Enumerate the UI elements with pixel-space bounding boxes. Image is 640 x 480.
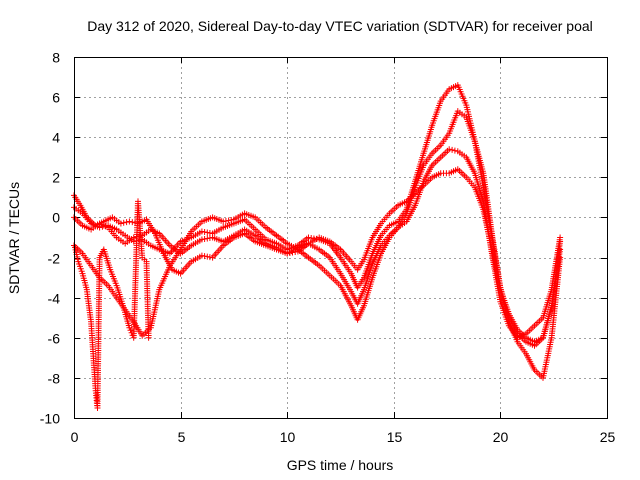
x-axis-label: GPS time / hours bbox=[287, 457, 394, 473]
x-tick-label: 0 bbox=[71, 429, 79, 445]
y-tick-label: 6 bbox=[52, 90, 60, 106]
x-tick-label: 15 bbox=[387, 429, 403, 445]
x-tick-label: 25 bbox=[600, 429, 616, 445]
y-tick-label: 0 bbox=[52, 210, 60, 226]
y-axis-label: SDTVAR / TECUs bbox=[6, 182, 22, 294]
series-track-e bbox=[72, 198, 152, 411]
y-tick-label: -6 bbox=[48, 331, 61, 347]
plot-frame bbox=[74, 57, 608, 419]
x-tick-label: 5 bbox=[178, 429, 186, 445]
data-marks bbox=[71, 82, 564, 411]
chart-title: Day 312 of 2020, Sidereal Day-to-day VTE… bbox=[87, 18, 593, 34]
x-tick-label: 10 bbox=[280, 429, 296, 445]
y-tick-label: 2 bbox=[52, 170, 60, 186]
y-tick-label: 8 bbox=[52, 50, 60, 66]
y-tick-label: -4 bbox=[48, 291, 61, 307]
y-tick-label: -10 bbox=[40, 411, 60, 427]
y-tick-label: 4 bbox=[52, 130, 60, 146]
tick-labels: 0 5 10 15 20 25 -10 -8 -6 -4 -2 0 2 4 6 8 bbox=[40, 50, 616, 446]
y-tick-label: -2 bbox=[48, 251, 61, 267]
y-tick-label: -8 bbox=[48, 371, 61, 387]
data-point-markers bbox=[72, 198, 152, 411]
x-tick-label: 20 bbox=[493, 429, 509, 445]
